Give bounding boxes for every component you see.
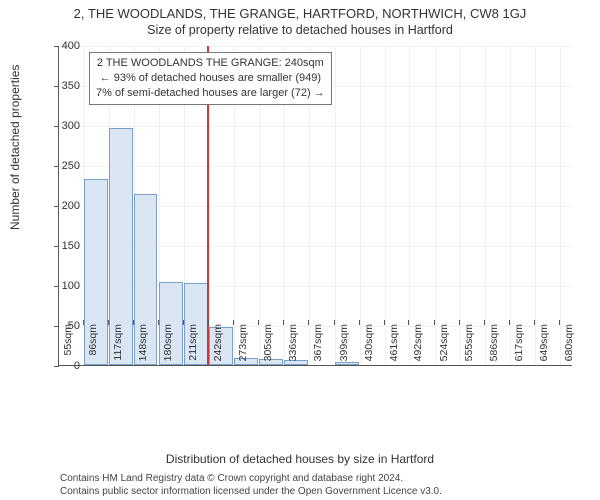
page-title: 2, THE WOODLANDS, THE GRANGE, HARTFORD, … xyxy=(0,6,600,21)
xtick-mark xyxy=(108,320,109,325)
footer-line-2: Contains public sector information licen… xyxy=(60,486,442,499)
gridline-v xyxy=(409,46,410,365)
xtick-mark xyxy=(408,320,409,325)
xtick-label: 430sqm xyxy=(363,324,375,361)
xtick-mark xyxy=(308,320,309,325)
xtick-label: 242sqm xyxy=(212,324,224,361)
xtick-mark xyxy=(233,320,234,325)
xtick-label: 86sqm xyxy=(87,324,99,356)
gridline-h xyxy=(59,166,572,167)
ytick-label: 150 xyxy=(50,240,80,252)
gridline-v xyxy=(460,46,461,365)
xtick-mark xyxy=(58,320,59,325)
footer-line-1: Contains HM Land Registry data © Crown c… xyxy=(60,473,442,486)
xtick-label: 461sqm xyxy=(388,324,400,361)
footer-attribution: Contains HM Land Registry data © Crown c… xyxy=(60,473,442,498)
xtick-mark xyxy=(83,320,84,325)
ytick-label: 200 xyxy=(50,200,80,212)
xtick-mark xyxy=(384,320,385,325)
ytick-label: 300 xyxy=(50,120,80,132)
xtick-mark xyxy=(484,320,485,325)
xtick-label: 117sqm xyxy=(112,324,124,361)
xtick-mark xyxy=(534,320,535,325)
xtick-label: 305sqm xyxy=(262,324,274,361)
xtick-mark xyxy=(459,320,460,325)
gridline-h xyxy=(59,126,572,127)
gridline-v xyxy=(335,46,336,365)
y-axis-label: Number of detached properties xyxy=(8,65,22,230)
xtick-mark xyxy=(183,320,184,325)
xtick-mark xyxy=(258,320,259,325)
xtick-mark xyxy=(559,320,560,325)
xtick-mark xyxy=(434,320,435,325)
gridline-v xyxy=(560,46,561,365)
x-axis-label: Distribution of detached houses by size … xyxy=(0,452,600,466)
xtick-mark xyxy=(208,320,209,325)
gridline-v xyxy=(360,46,361,365)
xtick-mark xyxy=(359,320,360,325)
xtick-label: 273sqm xyxy=(237,324,249,361)
ytick-label: 100 xyxy=(50,280,80,292)
gridline-v xyxy=(510,46,511,365)
xtick-label: 180sqm xyxy=(162,324,174,361)
gridline-v xyxy=(485,46,486,365)
xtick-label: 367sqm xyxy=(312,324,324,361)
xtick-mark xyxy=(133,320,134,325)
annotation-line: 7% of semi-detached houses are larger (7… xyxy=(96,86,325,101)
xtick-label: 524sqm xyxy=(438,324,450,361)
gridline-h xyxy=(59,46,572,47)
xtick-label: 586sqm xyxy=(488,324,500,361)
xtick-label: 680sqm xyxy=(563,324,575,361)
xtick-label: 649sqm xyxy=(538,324,550,361)
xtick-label: 148sqm xyxy=(137,324,149,361)
page-subtitle: Size of property relative to detached ho… xyxy=(0,23,600,37)
xtick-mark xyxy=(283,320,284,325)
histogram-bar xyxy=(335,362,359,365)
gridline-v xyxy=(535,46,536,365)
ytick-label: 350 xyxy=(50,80,80,92)
xtick-label: 617sqm xyxy=(513,324,525,361)
xtick-mark xyxy=(509,320,510,325)
xtick-label: 399sqm xyxy=(338,324,350,361)
gridline-v xyxy=(385,46,386,365)
gridline-v xyxy=(435,46,436,365)
plot-region: 2 THE WOODLANDS THE GRANGE: 240sqm← 93% … xyxy=(58,46,572,366)
ytick-label: 250 xyxy=(50,160,80,172)
xtick-label: 555sqm xyxy=(463,324,475,361)
xtick-label: 55sqm xyxy=(62,324,74,356)
xtick-label: 211sqm xyxy=(187,324,199,361)
ytick-label: 400 xyxy=(50,40,80,52)
xtick-label: 336sqm xyxy=(287,324,299,361)
annotation-line: ← 93% of detached houses are smaller (94… xyxy=(96,71,325,86)
xtick-mark xyxy=(334,320,335,325)
xtick-label: 492sqm xyxy=(412,324,424,361)
ytick-label: 0 xyxy=(50,360,80,372)
annotation-line: 2 THE WOODLANDS THE GRANGE: 240sqm xyxy=(96,56,325,71)
annotation-callout: 2 THE WOODLANDS THE GRANGE: 240sqm← 93% … xyxy=(89,52,332,105)
xtick-mark xyxy=(158,320,159,325)
